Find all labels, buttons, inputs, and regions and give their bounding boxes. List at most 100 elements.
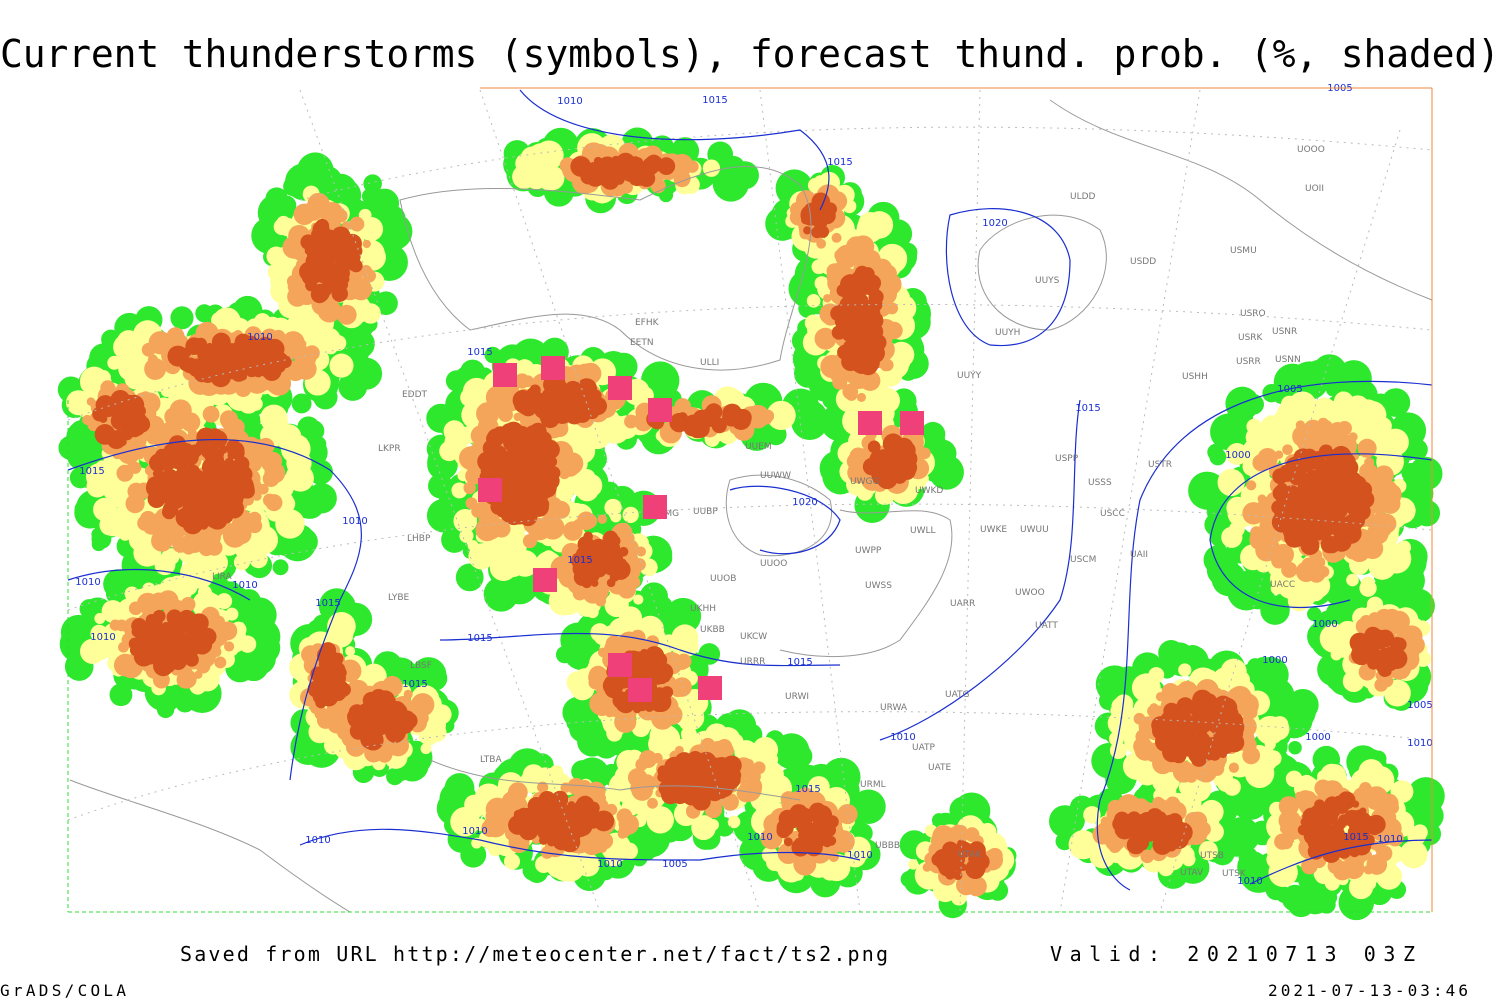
shade-cell bbox=[891, 352, 911, 372]
shade-cell bbox=[410, 759, 427, 777]
shade-cell bbox=[334, 706, 348, 720]
shade-cell bbox=[766, 753, 779, 766]
shade-cell bbox=[806, 294, 821, 308]
shade-cell bbox=[327, 611, 356, 641]
shade-cell bbox=[1228, 521, 1245, 538]
shade-cell bbox=[1315, 361, 1338, 384]
shade-cell bbox=[1252, 656, 1274, 679]
shade-cell bbox=[256, 450, 272, 466]
shade-cell bbox=[629, 380, 643, 394]
shade-cell bbox=[605, 709, 614, 718]
shade-cell bbox=[564, 635, 593, 664]
shade-cell bbox=[1333, 391, 1354, 411]
shade-cell bbox=[285, 247, 296, 258]
shade-cell bbox=[331, 216, 341, 226]
shade-cell bbox=[272, 559, 289, 576]
shade-cell bbox=[1413, 499, 1441, 527]
shade-cell bbox=[859, 370, 881, 391]
shade-cell bbox=[700, 737, 716, 753]
shade-cell bbox=[727, 815, 741, 829]
shade-cell bbox=[1068, 830, 1098, 860]
shade-cell bbox=[1381, 543, 1412, 574]
shade-cell bbox=[1373, 465, 1394, 486]
shade-cell bbox=[1223, 778, 1241, 796]
shade-cell bbox=[758, 801, 774, 817]
shade-cell bbox=[475, 501, 489, 515]
shade-cell bbox=[1330, 648, 1343, 661]
shade-cell bbox=[572, 519, 585, 531]
shade-cell bbox=[107, 355, 122, 370]
shade-cell bbox=[420, 743, 432, 755]
shade-cell bbox=[716, 738, 733, 755]
shade-cell bbox=[456, 806, 478, 828]
shade-cell bbox=[455, 563, 484, 592]
shade-cell bbox=[128, 359, 143, 373]
shade-cell bbox=[1273, 408, 1298, 433]
shade-cell bbox=[129, 461, 142, 474]
shade-cell bbox=[1294, 594, 1307, 608]
shade-cell bbox=[69, 467, 92, 489]
shade-cell bbox=[349, 216, 365, 232]
title: Current thunderstorms (symbols), forecas… bbox=[0, 32, 1500, 76]
shade-cell bbox=[211, 311, 228, 329]
shade-cell bbox=[1252, 454, 1270, 472]
shade-cell bbox=[524, 165, 549, 190]
shade-cell bbox=[156, 700, 175, 719]
shade-cell bbox=[1337, 420, 1352, 436]
shade-cell bbox=[814, 175, 827, 188]
shade-cell bbox=[702, 159, 721, 177]
shade-cell bbox=[1349, 897, 1369, 916]
shade-cell bbox=[545, 850, 574, 879]
shade-cell bbox=[663, 708, 674, 718]
shade-cell bbox=[919, 447, 931, 460]
shade-cell bbox=[260, 404, 288, 433]
shade-cell bbox=[467, 540, 479, 552]
shade-cell bbox=[590, 623, 610, 643]
shade-cell bbox=[1230, 450, 1243, 463]
shade-cell bbox=[1271, 552, 1287, 569]
shade-cell bbox=[175, 692, 195, 713]
shade-cell bbox=[1379, 552, 1391, 565]
shade-cell bbox=[1362, 441, 1376, 455]
shade-cell bbox=[259, 441, 272, 454]
shade-cell bbox=[1274, 450, 1284, 459]
shade-cell bbox=[180, 596, 196, 612]
shade-cell bbox=[485, 797, 510, 822]
shade-cell bbox=[1317, 770, 1329, 783]
shade-cell bbox=[290, 340, 305, 355]
shade-cell bbox=[648, 731, 675, 758]
shade-cell bbox=[598, 696, 607, 706]
shade-cell bbox=[80, 373, 100, 394]
shade-cell bbox=[558, 467, 571, 480]
shade-cell bbox=[624, 414, 638, 429]
probability-shading bbox=[57, 127, 1445, 921]
shade-cell bbox=[387, 744, 399, 756]
shade-cell bbox=[845, 388, 858, 401]
shade-cell bbox=[1109, 731, 1125, 747]
shade-cell bbox=[181, 541, 196, 555]
shade-cell bbox=[109, 619, 121, 631]
shade-cell bbox=[235, 380, 252, 397]
shade-cell bbox=[559, 565, 569, 575]
shade-cell bbox=[85, 463, 113, 491]
shade-cell bbox=[451, 482, 468, 499]
shade-cell bbox=[794, 359, 823, 388]
shade-cell bbox=[1252, 529, 1272, 549]
shade-cell bbox=[1247, 422, 1261, 436]
shade-cell bbox=[814, 327, 837, 350]
shade-cell bbox=[476, 433, 485, 443]
shade-cell bbox=[1287, 889, 1315, 918]
shade-cell bbox=[920, 421, 946, 447]
shade-cell bbox=[1219, 797, 1237, 815]
shade-cell bbox=[630, 629, 646, 646]
shade-cell bbox=[546, 522, 555, 532]
shade-cell bbox=[633, 594, 644, 605]
shade-cell bbox=[249, 549, 268, 569]
shade-cell bbox=[197, 585, 212, 600]
shade-cell bbox=[1254, 470, 1265, 482]
shade-cell bbox=[1383, 679, 1411, 707]
shade-cell bbox=[1317, 566, 1330, 578]
shade-cell bbox=[144, 358, 167, 380]
shade-cell bbox=[349, 679, 359, 689]
shade-cell bbox=[1181, 852, 1196, 867]
